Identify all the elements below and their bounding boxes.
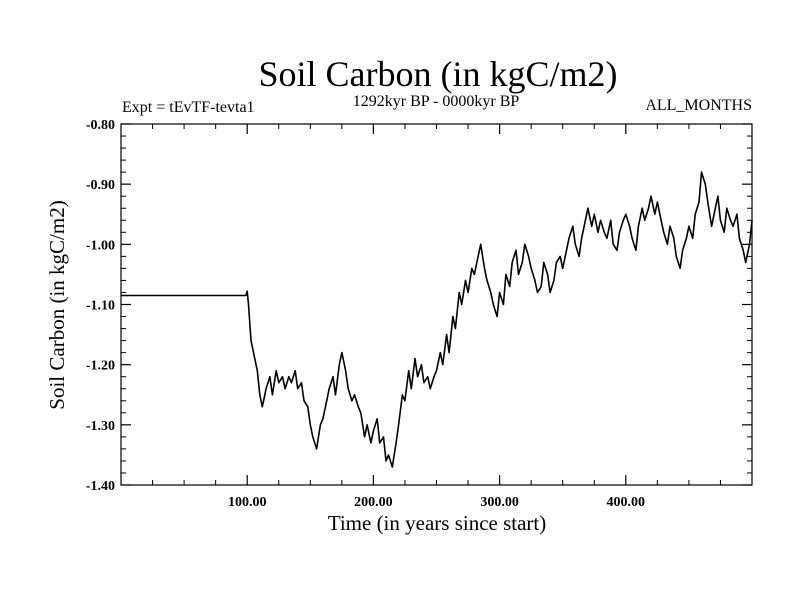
x-axis: 100.00 200.00 300.00 400.00 (228, 124, 645, 510)
y-tick-label: -0.80 (86, 118, 115, 133)
y-tick-label: -1.30 (86, 419, 115, 434)
minor-ticks (121, 124, 752, 485)
months-label: ALL_MONTHS (645, 97, 752, 114)
y-axis: -1.40 -1.30 -1.20 -1.10 -1.00 -0.90 -0.80 (86, 118, 752, 494)
x-tick-label: 200.00 (354, 495, 393, 510)
y-axis-label: Soil Carbon (in kgC/m2) (45, 200, 69, 409)
plot-frame (120, 123, 753, 486)
x-tick-label: 300.00 (480, 495, 519, 510)
y-tick-label: -1.10 (86, 299, 115, 314)
soil-carbon-line (121, 171, 753, 468)
y-tick-label: -0.90 (86, 178, 115, 193)
x-axis-label: Time (in years since start) (328, 511, 547, 535)
y-tick-label: -1.40 (86, 479, 115, 494)
x-tick-label: 100.00 (228, 495, 267, 510)
chart-title: Soil Carbon (in kgC/m2) (259, 54, 618, 94)
y-tick-label: -1.20 (86, 359, 115, 374)
time-range-label: 1292kyr BP - 0000kyr BP (353, 93, 520, 110)
expt-label: Expt = tEvTF-tevta1 (122, 99, 255, 116)
x-tick-label: 400.00 (607, 495, 646, 510)
y-tick-label: -1.00 (86, 238, 115, 253)
